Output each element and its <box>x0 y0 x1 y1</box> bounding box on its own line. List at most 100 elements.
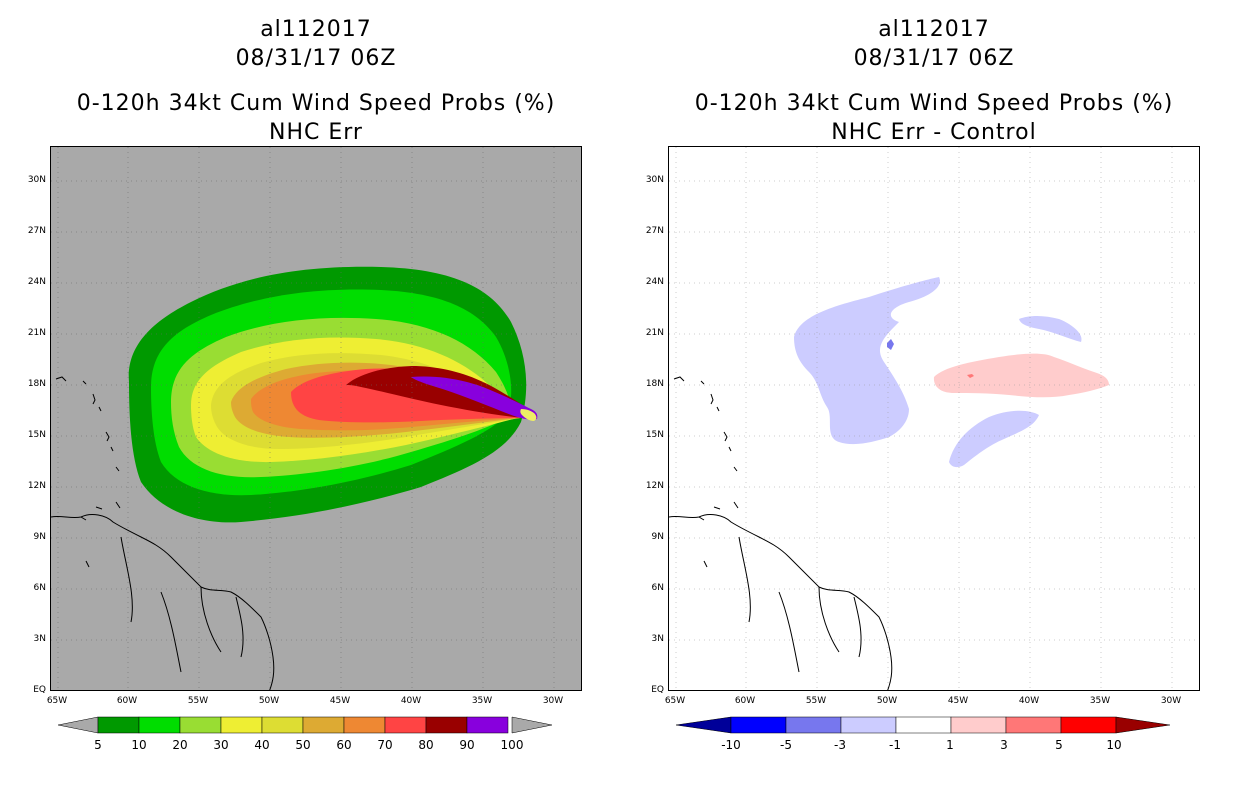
y-tick-label: 6N <box>33 583 46 593</box>
positive-core <box>967 374 974 378</box>
colorbar-swatch <box>425 716 468 734</box>
colorbar-under-arrow <box>58 716 99 734</box>
date-time: 08/31/17 06Z <box>235 46 397 71</box>
x-tick-label: 40W <box>400 696 422 706</box>
y-tick-label: 18N <box>645 379 664 389</box>
negative-region-south <box>949 410 1039 468</box>
colorbar-label: -1 <box>889 738 901 752</box>
colorbar-swatch <box>950 716 1007 734</box>
y-tick-label: 30N <box>645 175 664 185</box>
colorbar-swatch <box>97 716 140 734</box>
y-tick-label: 12N <box>645 481 664 491</box>
colorbar-label: -3 <box>834 738 846 752</box>
colorbar-label: 90 <box>459 738 475 752</box>
colorbar-label: 10 <box>131 738 147 752</box>
negative-region-east <box>1019 316 1082 342</box>
left-colorbar <box>58 716 553 734</box>
positive-region <box>933 353 1109 398</box>
plot-subtitle: NHC Err - Control <box>831 120 1037 145</box>
plot-title: 0-120h 34kt Cum Wind Speed Probs (%) <box>694 91 1174 116</box>
y-tick-label: 21N <box>645 328 664 338</box>
colorbar-label: 5 <box>94 738 102 752</box>
x-tick-label: 35W <box>471 696 493 706</box>
plot-title: 0-120h 34kt Cum Wind Speed Probs (%) <box>76 91 556 116</box>
y-tick-label: 3N <box>33 634 46 644</box>
colorbar-swatch <box>730 716 787 734</box>
caribbean-islands <box>55 376 121 568</box>
colorbar-swatch <box>343 716 386 734</box>
x-tick-label: 55W <box>805 696 827 706</box>
colorbar-label: 40 <box>254 738 270 752</box>
x-tick-label: 55W <box>187 696 209 706</box>
x-tick-label: 45W <box>947 696 969 706</box>
y-tick-label: 18N <box>27 379 46 389</box>
right-colorbar <box>676 716 1171 734</box>
x-tick-label: 30W <box>542 696 564 706</box>
storm-id: al112017 <box>878 17 990 42</box>
y-tick-label: 15N <box>27 430 46 440</box>
colorbar-swatch <box>1060 716 1117 734</box>
south-america-coast <box>51 514 275 690</box>
colorbar-over-arrow <box>511 716 553 734</box>
y-tick-label: 27N <box>645 226 664 236</box>
x-tick-label: 50W <box>258 696 280 706</box>
y-tick-label: 9N <box>651 532 664 542</box>
y-tick-label: 24N <box>27 277 46 287</box>
difference-contours <box>794 277 1109 468</box>
contour-90 <box>411 376 538 420</box>
y-tick-label: 15N <box>645 430 664 440</box>
date-time: 08/31/17 06Z <box>853 46 1015 71</box>
colorbar-label: 100 <box>500 738 524 752</box>
plot-subtitle: NHC Err <box>269 120 363 145</box>
y-tick-label: 30N <box>27 175 46 185</box>
colorbar-label: 60 <box>336 738 352 752</box>
probability-map <box>51 147 581 690</box>
colorbar-swatch <box>895 716 952 734</box>
x-tick-label: 65W <box>664 696 686 706</box>
colorbar-boxes <box>676 716 1171 734</box>
negative-core <box>887 339 894 350</box>
y-tick-label: 27N <box>27 226 46 236</box>
colorbar-swatch <box>840 716 897 734</box>
colorbar-boxes <box>97 716 509 734</box>
colorbar-label: -10 <box>721 738 741 752</box>
coastlines <box>51 376 275 690</box>
caribbean-islands <box>673 376 739 568</box>
colorbar-swatch <box>220 716 263 734</box>
colorbar-swatch <box>384 716 427 734</box>
colorbar-swatch <box>1005 716 1062 734</box>
storm-id: al112017 <box>260 17 372 42</box>
x-tick-label: 60W <box>116 696 138 706</box>
y-tick-label: 6N <box>651 583 664 593</box>
inland-borders <box>120 536 244 673</box>
left-title-block: al112017 08/31/17 06Z 0-120h 34kt Cum Wi… <box>50 15 582 147</box>
colorbar-label: 3 <box>1000 738 1008 752</box>
x-tick-label: 50W <box>876 696 898 706</box>
colorbar-label: -5 <box>780 738 792 752</box>
y-tick-label: 3N <box>651 634 664 644</box>
colorbar-under-arrow <box>676 716 732 734</box>
south-america-coast <box>669 514 893 690</box>
right-map-panel <box>668 146 1200 691</box>
colorbar-label: 50 <box>295 738 311 752</box>
negative-region-main <box>794 277 940 445</box>
right-title-block: al112017 08/31/17 06Z 0-120h 34kt Cum Wi… <box>668 15 1200 147</box>
grid-lines <box>669 147 1199 690</box>
x-tick-label: 60W <box>734 696 756 706</box>
probability-contours <box>128 266 538 523</box>
colorbar-over-arrow <box>1115 716 1171 734</box>
y-tick-label: 12N <box>27 481 46 491</box>
y-tick-label: EQ <box>651 685 664 695</box>
colorbar-label: 30 <box>213 738 229 752</box>
colorbar-label: 1 <box>946 738 954 752</box>
colorbar-label: 80 <box>418 738 434 752</box>
x-tick-label: 40W <box>1018 696 1040 706</box>
inland-borders <box>738 536 862 673</box>
colorbar-label: 20 <box>172 738 188 752</box>
y-tick-label: 21N <box>27 328 46 338</box>
difference-map <box>669 147 1199 690</box>
contour-100 <box>520 409 537 421</box>
colorbar-swatch <box>261 716 304 734</box>
colorbar-swatch <box>302 716 345 734</box>
colorbar-label: 5 <box>1055 738 1063 752</box>
